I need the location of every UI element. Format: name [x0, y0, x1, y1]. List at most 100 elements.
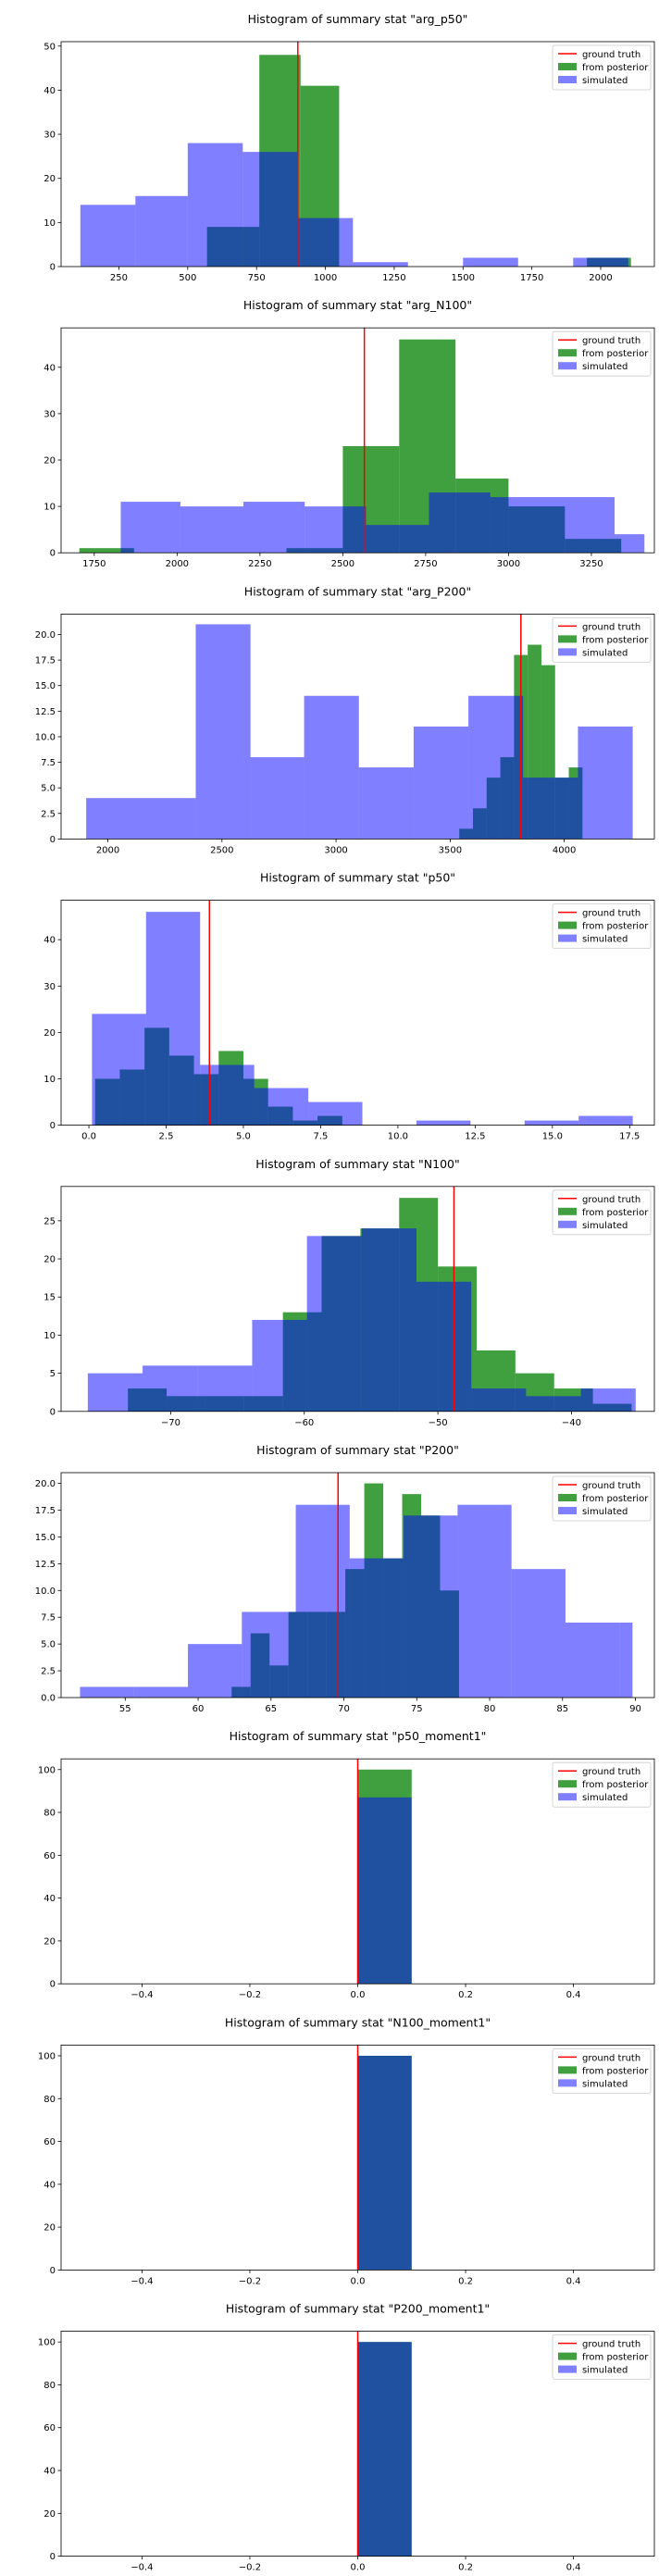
legend: ground truth from posterior simulated	[552, 1761, 652, 1808]
simulated-bar	[145, 912, 201, 1126]
y-tick-label: 60	[44, 2137, 56, 2147]
legend-posterior-swatch	[558, 1780, 577, 1788]
x-tick-label: 1250	[382, 273, 405, 283]
simulated-bar	[573, 257, 628, 267]
simulated-bar	[242, 1612, 296, 1698]
legend-label-simulated: simulated	[582, 76, 628, 86]
legend-posterior-swatch	[558, 63, 577, 70]
simulated-bar	[357, 2342, 412, 2557]
legend-label-ground-truth: ground truth	[582, 2053, 640, 2063]
legend-label-posterior: from posterior	[582, 635, 649, 645]
legend-label-ground-truth: ground truth	[582, 2340, 640, 2350]
x-tick-label: 1750	[82, 559, 106, 569]
legend-posterior-swatch	[558, 1494, 577, 1501]
x-tick-label: 85	[556, 1704, 568, 1714]
legend-posterior-swatch	[558, 921, 577, 929]
simulated-bar	[417, 1281, 472, 1412]
y-tick-label: 20	[44, 2509, 56, 2520]
x-tick-label: −0.2	[239, 2276, 261, 2286]
simulated-bar	[578, 726, 633, 840]
legend-label-posterior: from posterior	[582, 349, 649, 359]
x-tick-label: 3500	[439, 845, 462, 855]
simulated-bar	[357, 1797, 412, 1985]
legend-label-posterior: from posterior	[582, 922, 649, 932]
legend-simulated-swatch	[558, 648, 577, 656]
x-tick-label: 90	[629, 1704, 641, 1714]
x-tick-label: 10.0	[388, 1132, 408, 1142]
x-tick-label: −0.4	[131, 2276, 153, 2286]
simulated-bar	[252, 1319, 307, 1412]
simulated-bar	[187, 143, 243, 267]
y-tick-label: 20	[44, 1255, 56, 1265]
x-tick-label: −0.4	[131, 1990, 153, 2000]
axes-frame	[60, 1186, 655, 1412]
legend: ground truth from posterior simulated	[552, 1189, 652, 1236]
legend-label-ground-truth: ground truth	[582, 1195, 640, 1205]
x-tick-label: −0.2	[239, 2563, 261, 2573]
axes-frame	[60, 900, 655, 1126]
simulated-bar	[200, 1064, 255, 1126]
x-tick-label: 0.4	[566, 1990, 581, 2000]
x-tick-label: 70	[338, 1704, 350, 1714]
legend-label-ground-truth: ground truth	[582, 1481, 640, 1491]
axes-frame	[60, 327, 655, 554]
legend-label-posterior: from posterior	[582, 63, 649, 73]
legend-label-posterior: from posterior	[582, 2353, 649, 2363]
chart-title: Histogram of summary stat "N100_moment1"	[225, 2015, 491, 2029]
x-tick-label: 0.0	[351, 2563, 366, 2573]
x-tick-label: 0.0	[81, 1132, 96, 1142]
x-tick-label: 0.2	[458, 2276, 473, 2286]
simulated-bar	[86, 798, 196, 840]
legend-simulated-swatch	[558, 1507, 577, 1514]
x-tick-label: −50	[429, 1418, 448, 1428]
legend-label-simulated: simulated	[582, 1507, 628, 1517]
y-tick-label: 0	[50, 263, 56, 273]
simulated-bar	[490, 497, 552, 554]
x-tick-label: 5.0	[236, 1132, 251, 1142]
simulated-bar	[523, 778, 578, 840]
legend-simulated-swatch	[558, 2365, 577, 2373]
histogram-panel: Histogram of summary stat "arg_p50" 250 50…	[44, 12, 655, 283]
simulated-bar	[143, 1365, 198, 1412]
legend-posterior-swatch	[558, 2352, 577, 2360]
x-tick-label: 2000	[96, 845, 119, 855]
simulated-bar	[565, 1623, 620, 1698]
x-tick-label: 3250	[579, 559, 603, 569]
y-tick-label: 0	[50, 2552, 56, 2562]
legend-box	[552, 2047, 652, 2094]
y-tick-label: 15.0	[35, 1533, 56, 1543]
histogram-panel: Histogram of summary stat "P200" 55 60 65 70…	[35, 1443, 655, 1714]
legend-posterior-swatch	[558, 349, 577, 357]
y-tick-label: 20.0	[35, 1479, 56, 1489]
simulated-bar	[80, 205, 136, 267]
x-tick-label: −0.4	[131, 2563, 153, 2573]
legend-label-simulated: simulated	[582, 2079, 628, 2089]
simulated-bar	[254, 1088, 309, 1126]
y-tick-label: 80	[44, 2381, 56, 2391]
y-tick-label: 20	[44, 455, 56, 466]
y-tick-label: 20	[44, 1028, 56, 1039]
x-tick-label: 3000	[324, 845, 347, 855]
x-tick-label: 15.0	[542, 1132, 563, 1142]
chart-title: Histogram of summary stat "P200"	[256, 1443, 459, 1457]
simulated-bar	[297, 218, 354, 267]
legend-simulated-swatch	[558, 2079, 577, 2087]
simulated-bar	[526, 1396, 581, 1412]
simulated-bar	[361, 1228, 417, 1412]
legend-label-ground-truth: ground truth	[582, 1767, 640, 1777]
legend-box	[552, 2334, 652, 2381]
histogram-panel: Histogram of summary stat "P200_moment1"…	[38, 2302, 655, 2573]
y-tick-label: 2.5	[41, 1667, 56, 1677]
x-tick-label: 3000	[497, 559, 520, 569]
y-tick-label: 20	[44, 1936, 56, 1947]
simulated-bar	[80, 1686, 134, 1698]
y-tick-label: 100	[38, 2051, 56, 2061]
y-tick-label: 50	[44, 42, 56, 52]
simulated-bar	[305, 506, 367, 554]
legend-box	[552, 903, 652, 949]
legend-label-simulated: simulated	[582, 935, 628, 945]
legend-label-ground-truth: ground truth	[582, 336, 640, 346]
y-tick-label: 40	[44, 2180, 56, 2190]
x-tick-label: 2.5	[159, 1132, 174, 1142]
legend: ground truth from posterior simulated	[552, 2334, 652, 2381]
